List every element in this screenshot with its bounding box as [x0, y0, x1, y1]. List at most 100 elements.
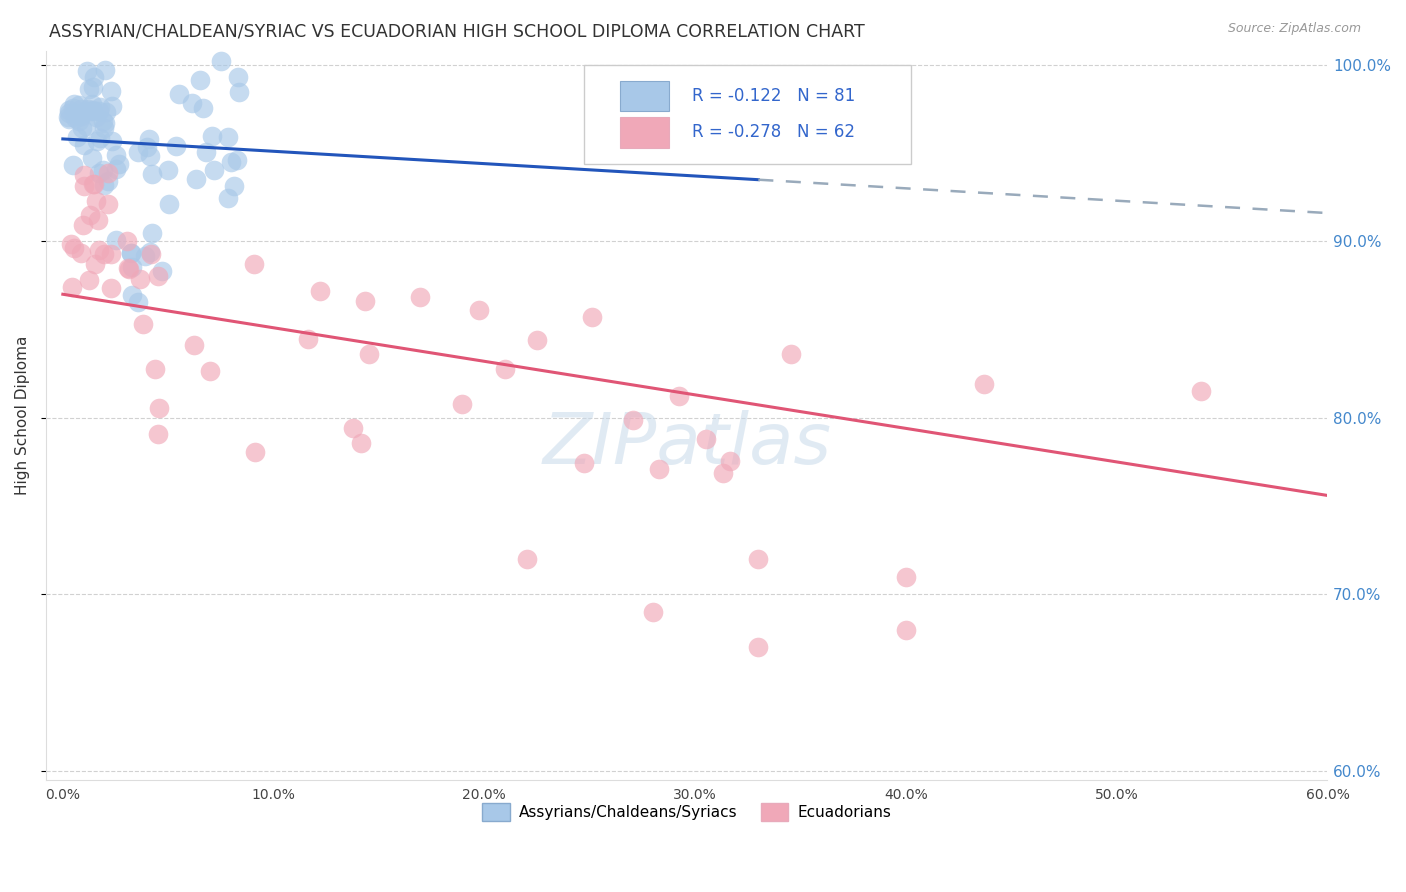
- Point: [82, 80, 104, 95]
- Point: [159, 196, 181, 211]
- Point: [84, 110, 107, 124]
- Point: [93, 116, 115, 130]
- Point: [194, 145, 217, 159]
- Point: [515, 552, 537, 566]
- Point: [136, 140, 159, 154]
- Point: [141, 167, 163, 181]
- Point: [132, 317, 155, 331]
- Point: [77, 273, 100, 287]
- Point: [143, 361, 166, 376]
- Point: [89, 166, 111, 180]
- Point: [93, 178, 115, 193]
- Point: [129, 272, 152, 286]
- Point: [94, 105, 117, 120]
- Point: [75, 120, 97, 134]
- Point: [86, 134, 108, 148]
- Point: [121, 288, 143, 302]
- FancyBboxPatch shape: [620, 117, 669, 148]
- Point: [134, 249, 156, 263]
- Point: [572, 456, 595, 470]
- Point: [350, 436, 373, 450]
- Point: [181, 95, 204, 110]
- Point: [225, 153, 247, 167]
- Point: [648, 462, 671, 476]
- Point: [747, 640, 769, 655]
- Point: [84, 257, 107, 271]
- Point: [58, 106, 80, 120]
- Point: [711, 466, 734, 480]
- Point: [87, 103, 110, 118]
- Point: [83, 70, 105, 84]
- Point: [115, 235, 138, 249]
- Point: [70, 105, 93, 120]
- Point: [127, 145, 149, 159]
- Point: [468, 303, 491, 318]
- Point: [73, 168, 96, 182]
- Point: [66, 130, 89, 145]
- FancyBboxPatch shape: [620, 80, 669, 112]
- Point: [108, 157, 131, 171]
- Point: [59, 237, 82, 252]
- Point: [297, 332, 319, 346]
- Point: [101, 134, 124, 148]
- Point: [354, 294, 377, 309]
- Point: [198, 363, 221, 377]
- Point: [62, 242, 84, 256]
- Point: [242, 257, 264, 271]
- Point: [84, 194, 107, 209]
- Text: Source: ZipAtlas.com: Source: ZipAtlas.com: [1227, 22, 1361, 36]
- Point: [623, 413, 645, 427]
- Point: [342, 421, 364, 435]
- Point: [100, 281, 122, 295]
- Point: [72, 178, 94, 193]
- Point: [209, 54, 232, 69]
- Point: [228, 85, 250, 99]
- Point: [100, 84, 122, 98]
- Point: [70, 120, 93, 135]
- Point: [973, 376, 995, 391]
- Point: [141, 227, 163, 241]
- Point: [193, 101, 215, 115]
- Point: [97, 165, 120, 179]
- Point: [77, 82, 100, 96]
- Point: [72, 138, 94, 153]
- Point: [105, 233, 128, 247]
- FancyBboxPatch shape: [583, 65, 911, 163]
- Point: [747, 552, 769, 566]
- Point: [87, 213, 110, 227]
- Point: [357, 346, 380, 360]
- Text: R = -0.278   N = 62: R = -0.278 N = 62: [692, 123, 855, 141]
- Point: [100, 99, 122, 113]
- Point: [93, 120, 115, 135]
- Point: [82, 104, 104, 119]
- Point: [105, 161, 128, 176]
- Point: [77, 102, 100, 116]
- Point: [120, 246, 142, 260]
- Point: [139, 245, 162, 260]
- Legend: Assyrians/Chaldeans/Syriacs, Ecuadorians: Assyrians/Chaldeans/Syriacs, Ecuadorians: [477, 797, 897, 827]
- Point: [67, 98, 90, 112]
- Point: [60, 280, 83, 294]
- Text: ASSYRIAN/CHALDEAN/SYRIAC VS ECUADORIAN HIGH SCHOOL DIPLOMA CORRELATION CHART: ASSYRIAN/CHALDEAN/SYRIAC VS ECUADORIAN H…: [49, 22, 865, 40]
- Point: [695, 432, 717, 446]
- Point: [80, 97, 103, 112]
- Point: [641, 605, 664, 619]
- Point: [56, 111, 79, 125]
- Point: [70, 245, 93, 260]
- Point: [79, 103, 101, 118]
- Point: [87, 243, 110, 257]
- Point: [83, 178, 105, 192]
- Point: [226, 70, 249, 84]
- Point: [91, 114, 114, 128]
- Point: [79, 208, 101, 222]
- Point: [100, 246, 122, 260]
- Point: [93, 247, 115, 261]
- Point: [127, 294, 149, 309]
- Point: [409, 290, 432, 304]
- Point: [97, 196, 120, 211]
- Point: [118, 262, 141, 277]
- Point: [80, 151, 103, 165]
- Point: [526, 333, 548, 347]
- Point: [150, 264, 173, 278]
- Point: [202, 162, 225, 177]
